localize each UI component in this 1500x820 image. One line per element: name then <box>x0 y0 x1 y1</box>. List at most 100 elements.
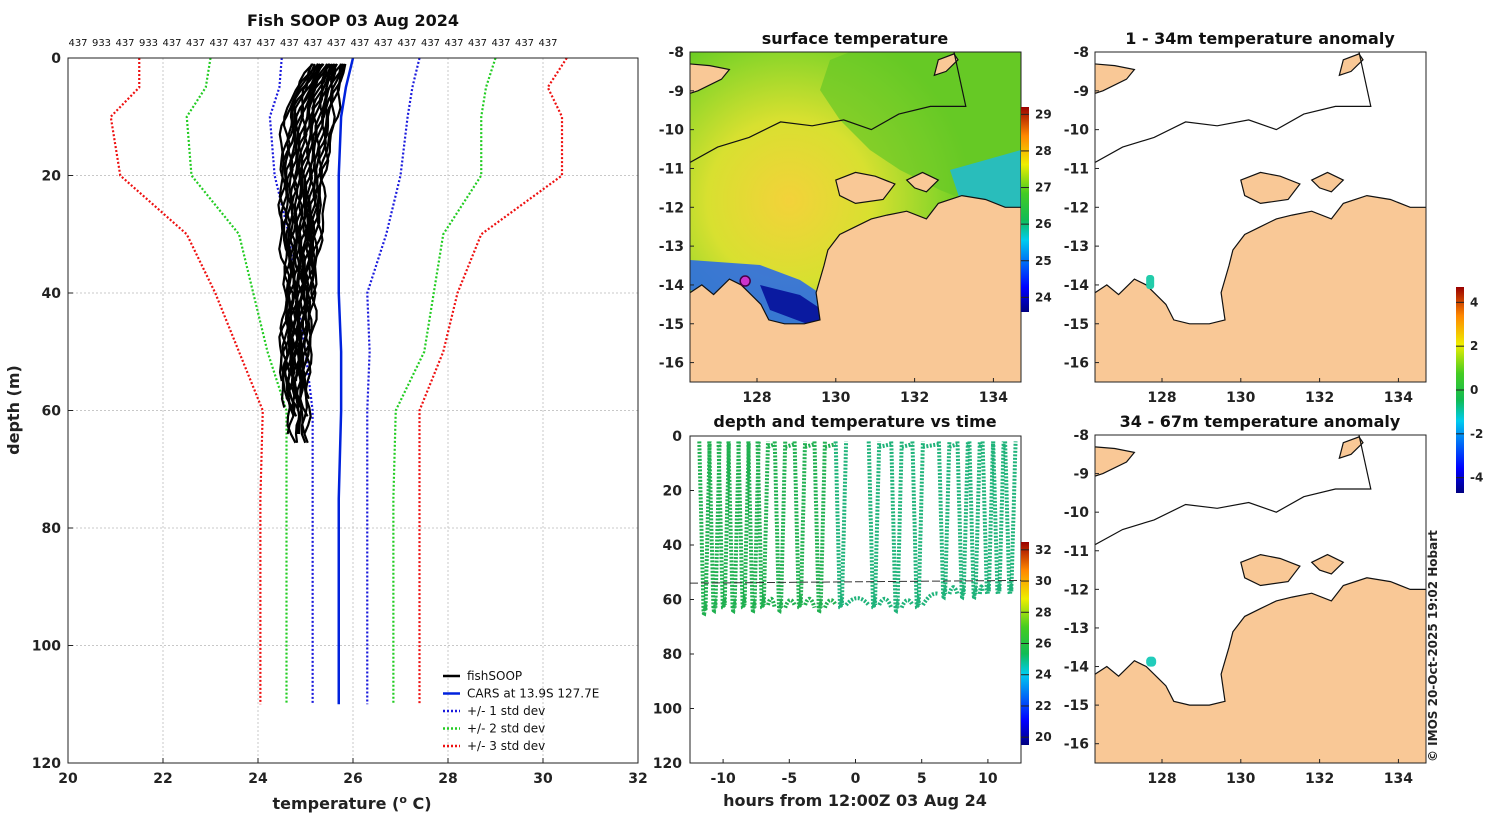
timeseries-colorbar-tick-label: 20 <box>1035 730 1052 744</box>
map-y-tick-label: -16 <box>1064 356 1089 372</box>
profile-count-label: 933 <box>139 38 158 49</box>
timeseries-surface-trace <box>767 442 776 449</box>
map-y-tick-label: -11 <box>1064 544 1089 560</box>
profile-x-tick-label: 24 <box>248 771 268 787</box>
anomaly-lower-frame <box>1094 434 1427 764</box>
timeseries-colorbar-tick-label: 26 <box>1035 637 1052 651</box>
timeseries-bottom-trace <box>877 596 894 609</box>
profile-fishsoop-line <box>290 63 331 408</box>
profile-count-label: 437 <box>256 38 275 49</box>
profile-count-label: 437 <box>68 38 87 49</box>
profile-y-tick-label: 80 <box>42 521 62 537</box>
profile-fishsoop-line <box>298 63 342 435</box>
profile-x-tick-label: 32 <box>628 771 647 787</box>
profile-count-label: 933 <box>92 38 111 49</box>
profile-count-label: 437 <box>538 38 557 49</box>
map-y-tick-label: -16 <box>659 356 684 372</box>
map-y-tick-label: -10 <box>1064 123 1090 139</box>
map-y-tick-label: -11 <box>659 161 684 177</box>
sst-station-marker <box>739 275 751 287</box>
sst-colorbar <box>1021 107 1029 312</box>
sst-y-ticks: -8 -9 -10 -11 -12 -13 -14 -15 -16 <box>659 45 694 372</box>
profile-count-label: 437 <box>162 38 181 49</box>
profile-lines <box>109 57 568 705</box>
profile-count-label: 437 <box>350 38 369 49</box>
profile-cars-mean-line <box>337 57 355 705</box>
profile-fishsoop-line <box>297 63 345 399</box>
timeseries-bottom-trace <box>947 585 960 595</box>
profile-count-label: 437 <box>233 38 252 49</box>
profile-x-tick-label: 30 <box>533 771 553 787</box>
timeseries-y-tick-label: 0 <box>672 429 682 445</box>
timeseries-dive-trace <box>980 441 996 598</box>
anomaly-colorbar-ticks: 4 2 0 -2 -4 <box>1456 295 1483 485</box>
timeseries-plot <box>689 441 1022 617</box>
anomaly-upper-island-timor <box>1095 63 1136 95</box>
profile-y-tick-label: 40 <box>42 286 62 302</box>
map-x-tick-label: 130 <box>1226 771 1255 787</box>
timeseries-dive-trace <box>726 441 741 615</box>
profile-count-label: 437 <box>491 38 510 49</box>
sst-coldest-patch <box>760 285 830 325</box>
timeseries-surface-trace <box>901 442 913 449</box>
anomaly-upper-y-ticks: -8 -9 -10 -11 -12 -13 -14 -15 -16 <box>1064 45 1099 372</box>
timeseries-x-tick-label: -5 <box>782 771 798 787</box>
map-x-tick-label: 132 <box>1305 390 1334 406</box>
timeseries-surface-trace <box>922 442 940 449</box>
profile-legend-label: +/- 1 std dev <box>467 704 545 718</box>
timeseries-surface-trace <box>804 442 816 449</box>
profile-ylabel: depth (m) <box>4 365 23 455</box>
map-x-tick-label: 132 <box>900 390 929 406</box>
profile-std2-upper-line <box>392 57 497 705</box>
profile-x-tick-label: 28 <box>438 771 457 787</box>
timeseries-dive-trace <box>792 441 808 612</box>
profile-x-tick-label: 20 <box>58 771 78 787</box>
profile-count-label: 437 <box>374 38 393 49</box>
profile-x-ticks: 20 22 24 26 28 30 32 <box>58 758 648 787</box>
sst-colorbar-tick-label: 26 <box>1035 217 1052 231</box>
map-y-tick-label: -13 <box>1064 621 1089 637</box>
anomaly-colorbar-tick-label: -2 <box>1470 427 1483 441</box>
timeseries-colorbar-tick-label: 30 <box>1035 574 1052 588</box>
profile-count-label: 437 <box>397 38 416 49</box>
timeseries-surface-trace <box>948 442 959 449</box>
anomaly-lower-map: 34 - 67m temperature anomaly 128 130 132 13… <box>1064 412 1427 787</box>
profile-grid <box>68 58 638 763</box>
timeseries-dive-trace <box>991 441 1006 598</box>
map-x-tick-label: 128 <box>1147 390 1176 406</box>
timeseries-dive-trace <box>697 441 712 617</box>
credit-text: © IMOS 20-Oct-2025 19:02 Hobart <box>1426 530 1440 762</box>
profile-chart: Fish SOOP 03 Aug 2024 437 933 437 933 437 437… <box>4 11 648 813</box>
anomaly-upper-island-east <box>1338 53 1364 77</box>
anomaly-upper-island-peninsula <box>1240 171 1345 205</box>
map-y-tick-label: -9 <box>1073 467 1089 483</box>
sst-colorbar-ticks: 24 25 26 27 28 29 <box>1021 107 1052 304</box>
profile-count-label: 437 <box>515 38 534 49</box>
profile-count-label: 437 <box>186 38 205 49</box>
anomaly-lower-x-ticks: 128 130 132 134 <box>1147 759 1413 787</box>
map-y-tick-label: -12 <box>659 200 684 216</box>
profile-std2-lower-line <box>185 57 288 705</box>
profile-y-tick-label: 0 <box>51 51 61 67</box>
map-y-tick-label: -9 <box>668 84 684 100</box>
map-y-tick-label: -12 <box>1064 200 1089 216</box>
anomaly-upper-x-ticks: 128 130 132 134 <box>1147 378 1413 406</box>
profile-fishsoop-line <box>300 63 347 444</box>
anomaly-colorbar-tick-label: 2 <box>1470 339 1478 353</box>
profile-fishsoop-line <box>301 63 345 382</box>
anomaly-colorbar-tick-label: 0 <box>1470 383 1478 397</box>
timeseries-bottom-trace <box>783 598 797 609</box>
map-y-tick-label: -8 <box>1073 428 1089 444</box>
timeseries-colorbar-tick-label: 32 <box>1035 543 1052 557</box>
timeseries-y-ticks: 0 20 40 60 80 100 120 <box>653 429 694 772</box>
timeseries-dive-trace <box>716 441 731 611</box>
profile-fishsoop-line <box>291 63 334 382</box>
sst-colorbar-tick-label: 25 <box>1035 254 1052 268</box>
timeseries-dive-trace <box>910 441 925 612</box>
profile-count-label: 437 <box>303 38 322 49</box>
timeseries-y-tick-label: 60 <box>663 593 683 609</box>
map-y-tick-label: -10 <box>1064 505 1090 521</box>
profile-count-label: 437 <box>421 38 440 49</box>
map-y-tick-label: -16 <box>1064 737 1089 753</box>
profile-std3-upper-line <box>418 57 568 705</box>
